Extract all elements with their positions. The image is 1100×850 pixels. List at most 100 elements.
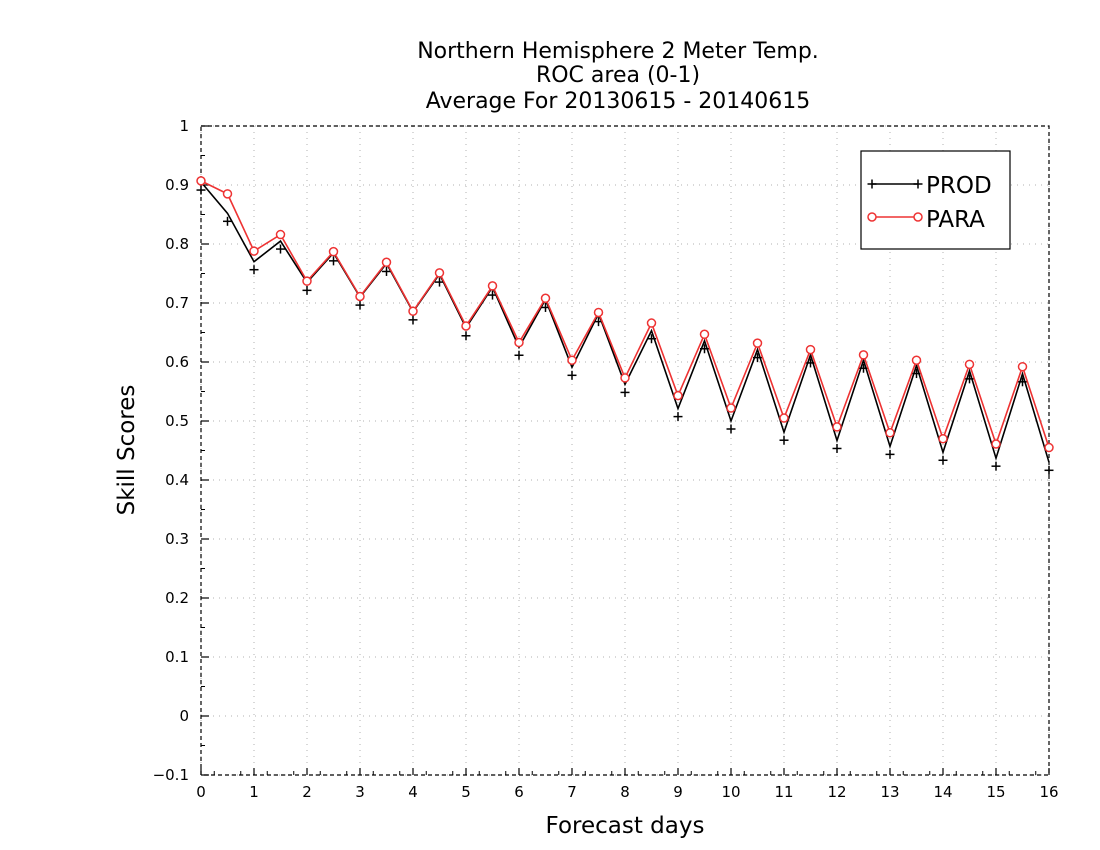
point-prod [302, 285, 312, 295]
x-tick-label: 0 [196, 783, 206, 801]
chart-title-line-2: ROC area (0-1) [536, 63, 700, 88]
point-para [699, 329, 710, 340]
point-para [381, 257, 392, 268]
y-tick-label: 0.6 [165, 353, 189, 371]
point-prod [461, 331, 471, 341]
point-para [434, 268, 445, 278]
point-prod [329, 256, 338, 266]
x-tick-label: 11 [774, 783, 793, 801]
ticks: 0 1 2 3 4 5 6 7 8 9 10 11 12 13 14 15 16−0.100.10.20.30.… [153, 117, 1059, 801]
point-prod [885, 449, 895, 459]
point-para [1044, 442, 1054, 453]
point-prod [965, 374, 974, 384]
point-prod [938, 455, 948, 465]
x-axis-label: Forecast days [546, 813, 705, 839]
point-para [540, 293, 551, 304]
point-prod [806, 358, 815, 368]
point-para [328, 246, 339, 257]
x-tick-label: 12 [827, 783, 846, 801]
y-tick-label: 1 [179, 117, 189, 135]
point-para [487, 281, 498, 291]
x-tick-label: 5 [461, 783, 471, 801]
y-tick-label: 0.9 [165, 176, 189, 194]
x-tick-label: 2 [302, 783, 312, 801]
point-prod [700, 344, 709, 354]
chart-title-line-1: Northern Hemisphere 2 Meter Temp. [417, 39, 819, 64]
y-tick-label: 0.5 [165, 412, 189, 430]
x-tick-label: 13 [880, 783, 899, 801]
x-tick-label: 9 [673, 783, 683, 801]
point-para [726, 403, 736, 413]
point-prod [620, 387, 630, 397]
point-prod [514, 350, 524, 360]
point-para [752, 338, 763, 348]
point-para [567, 355, 577, 365]
chart-title-line-3: Average For 20130615 - 20140615 [426, 89, 811, 114]
legend-item-para [867, 212, 923, 222]
x-tick-label: 15 [986, 783, 1005, 801]
series-layer [196, 176, 1054, 475]
point-para [991, 439, 1001, 449]
point-prod [382, 266, 391, 276]
x-tick-label: 6 [514, 783, 524, 801]
point-prod [647, 334, 656, 344]
point-prod [1018, 377, 1027, 387]
point-para [673, 390, 683, 401]
point-prod [832, 443, 842, 453]
point-para [222, 189, 233, 199]
x-tick-label: 1 [249, 783, 259, 801]
x-tick-label: 16 [1039, 783, 1058, 801]
point-prod [779, 435, 789, 445]
point-prod [726, 424, 736, 434]
point-para [593, 307, 604, 318]
point-prod [223, 216, 232, 226]
point-para [1017, 361, 1028, 372]
y-tick-label: 0.3 [165, 530, 189, 548]
point-prod [912, 369, 921, 379]
point-prod [435, 277, 444, 287]
legend: PROD PARA [860, 150, 1011, 250]
y-tick-label: 0.1 [165, 648, 189, 666]
point-prod [753, 353, 762, 363]
point-prod [276, 244, 285, 254]
point-para [620, 373, 630, 383]
point-prod [673, 412, 683, 422]
point-prod [859, 363, 868, 373]
y-tick-label: −0.1 [153, 766, 189, 784]
legend-box [860, 150, 1011, 250]
point-para [964, 359, 975, 370]
legend-label-para: PARA [926, 207, 985, 233]
point-para [461, 321, 471, 331]
point-para [938, 433, 948, 444]
y-tick-label: 0.2 [165, 589, 189, 607]
point-para [355, 291, 365, 302]
point-prod [488, 290, 497, 300]
point-para [805, 344, 816, 355]
point-para [275, 229, 286, 240]
point-para [832, 422, 842, 432]
point-para [249, 246, 259, 256]
y-tick-label: 0.8 [165, 235, 189, 253]
point-para [646, 318, 657, 328]
point-prod [991, 461, 1001, 471]
point-para [514, 337, 524, 348]
point-prod [355, 300, 365, 310]
point-prod [541, 302, 550, 312]
x-tick-label: 7 [567, 783, 577, 801]
point-prod [1044, 465, 1054, 475]
x-tick-label: 8 [620, 783, 630, 801]
series-para [196, 176, 1054, 453]
y-axis-label: Skill Scores [114, 385, 140, 516]
point-prod [249, 265, 259, 275]
point-para [911, 355, 922, 365]
y-tick-label: 0.4 [165, 471, 189, 489]
point-para [196, 176, 206, 186]
y-tick-label: 0 [179, 707, 189, 725]
x-tick-label: 14 [933, 783, 952, 801]
point-prod [196, 185, 206, 195]
point-prod [567, 370, 577, 380]
x-tick-label: 4 [408, 783, 418, 801]
x-tick-label: 10 [721, 783, 740, 801]
point-para [885, 428, 895, 438]
